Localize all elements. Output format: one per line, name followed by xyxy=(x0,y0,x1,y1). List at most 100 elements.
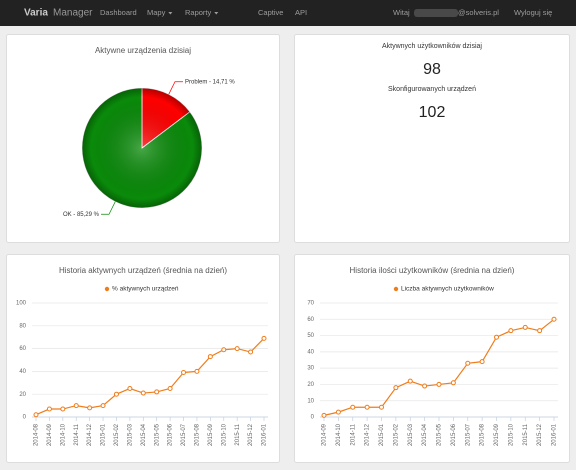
stat-value: 102 xyxy=(419,104,446,121)
x-tick-label: 2015-05 xyxy=(154,423,160,446)
data-point xyxy=(113,391,119,397)
x-tick-label: 2014-09 xyxy=(322,423,328,446)
brand[interactable]: Varia xyxy=(24,8,48,19)
data-point xyxy=(350,404,356,410)
x-tick-label: 2015-04 xyxy=(141,423,147,446)
label-connector xyxy=(101,201,116,215)
data-point xyxy=(87,405,93,411)
x-tick-label: 2015-06 xyxy=(451,423,457,446)
data-point xyxy=(450,380,456,386)
data-point xyxy=(465,360,471,366)
data-point xyxy=(100,403,106,409)
data-point xyxy=(154,389,160,395)
x-tick-label: 2015-02 xyxy=(393,423,399,446)
x-tick-label: 2015-08 xyxy=(480,423,486,446)
data-point xyxy=(248,349,254,355)
nav-item[interactable]: Dashboard xyxy=(100,8,137,17)
nav-item[interactable]: Raporty xyxy=(185,8,212,17)
stat-label: Skonfigurowanych urządzeń xyxy=(388,86,476,93)
data-point xyxy=(407,378,413,384)
data-point xyxy=(508,328,514,334)
x-tick-label: 2015-07 xyxy=(465,423,471,446)
data-label: OK - 85,29 % xyxy=(63,212,100,218)
data-point xyxy=(321,412,327,418)
data-point xyxy=(379,404,384,410)
x-tick-label: 2015-10 xyxy=(508,423,514,446)
legend-marker xyxy=(104,286,110,292)
nav-item[interactable]: Captive xyxy=(258,8,283,17)
email: @solveris.pl xyxy=(458,8,499,17)
data-point xyxy=(537,328,543,334)
caret xyxy=(214,12,219,15)
data-point xyxy=(364,404,370,410)
x-tick-label: 2015-09 xyxy=(208,423,214,446)
panel xyxy=(294,34,570,243)
data-point xyxy=(551,316,557,322)
y-tick-label: 30 xyxy=(307,366,314,372)
panel xyxy=(294,254,570,463)
x-tick-label: 2014-09 xyxy=(47,423,53,446)
x-tick-label: 2015-09 xyxy=(494,423,500,446)
x-tick-label: 2014-12 xyxy=(365,423,371,446)
nav-item[interactable]: API xyxy=(295,8,307,17)
x-tick-label: 2014-10 xyxy=(60,423,66,446)
data-point xyxy=(221,347,227,353)
x-tick-label: 2015-04 xyxy=(422,423,428,446)
data-point xyxy=(167,386,173,391)
data-point xyxy=(127,386,133,391)
y-tick-label: 10 xyxy=(307,398,314,404)
legend-marker xyxy=(393,286,399,292)
data-point xyxy=(207,354,213,360)
x-tick-label: 2015-01 xyxy=(379,423,385,446)
x-tick-label: 2016-01 xyxy=(262,423,268,446)
data-point xyxy=(73,403,79,409)
y-tick-label: 100 xyxy=(16,301,27,307)
chart-title: Aktywne urządzenia dzisiaj xyxy=(95,46,191,55)
y-tick-label: 0 xyxy=(311,415,315,421)
data-point xyxy=(494,334,499,340)
data-point xyxy=(140,390,146,396)
y-tick-label: 40 xyxy=(307,349,314,355)
data-point xyxy=(46,406,52,412)
chart-title: Historia ilości użytkowników (średnia na… xyxy=(350,266,515,275)
x-tick-label: 2016-01 xyxy=(552,423,558,446)
data-point xyxy=(261,335,267,341)
x-tick-label: 2015-02 xyxy=(114,423,120,446)
x-tick-label: 2014-08 xyxy=(34,423,40,446)
caret xyxy=(168,12,173,15)
brand[interactable]: Manager xyxy=(53,8,93,19)
y-tick-label: 40 xyxy=(19,369,26,375)
x-tick-label: 2015-11 xyxy=(523,423,529,445)
nav-item[interactable]: Mapy xyxy=(147,8,166,17)
legend-label: % aktywnych urządzeń xyxy=(112,286,179,293)
data-label: Problem - 14,71 % xyxy=(185,79,235,85)
data-point xyxy=(234,346,240,352)
greeting: Witaj xyxy=(393,8,410,17)
data-point xyxy=(33,412,39,418)
y-tick-label: 60 xyxy=(307,317,314,323)
x-tick-label: 2015-06 xyxy=(168,423,174,446)
y-tick-label: 70 xyxy=(307,301,314,307)
y-tick-label: 20 xyxy=(307,382,314,388)
x-tick-label: 2015-12 xyxy=(537,423,543,446)
x-tick-label: 2015-03 xyxy=(127,423,133,446)
x-tick-label: 2015-08 xyxy=(195,423,201,446)
blurred-user xyxy=(414,9,458,17)
data-point xyxy=(479,359,485,365)
chart-title: Historia aktywnych urządzeń (średnia na … xyxy=(59,266,227,275)
stat-value: 98 xyxy=(423,61,441,78)
x-tick-label: 2015-03 xyxy=(408,423,414,446)
y-tick-label: 0 xyxy=(23,415,27,421)
data-point xyxy=(393,385,399,391)
x-tick-label: 2015-12 xyxy=(248,423,254,446)
label-connector xyxy=(168,81,183,95)
y-tick-label: 20 xyxy=(19,392,26,398)
navbar xyxy=(0,0,576,26)
x-tick-label: 2015-01 xyxy=(101,423,107,446)
data-point xyxy=(60,406,66,412)
y-tick-label: 60 xyxy=(19,346,26,352)
x-tick-label: 2015-11 xyxy=(235,423,241,445)
logout[interactable]: Wyloguj się xyxy=(514,8,552,17)
x-tick-label: 2015-07 xyxy=(181,423,187,446)
